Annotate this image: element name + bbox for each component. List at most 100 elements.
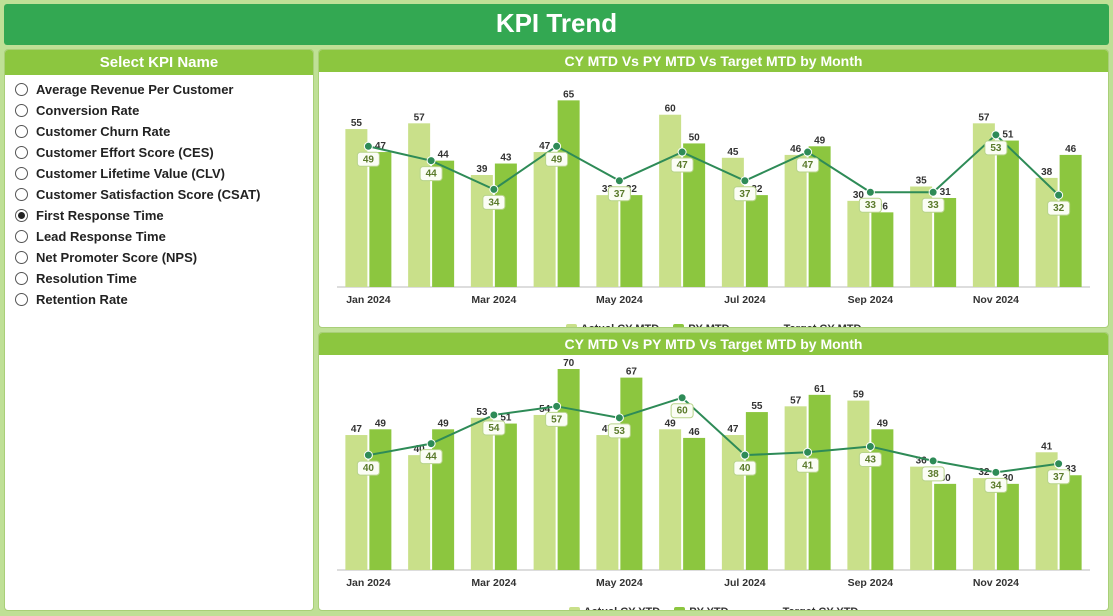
svg-text:47: 47: [802, 160, 814, 171]
kpi-item[interactable]: First Response Time: [15, 205, 303, 226]
svg-text:41: 41: [1041, 441, 1053, 452]
svg-text:41: 41: [802, 460, 814, 471]
svg-text:70: 70: [563, 358, 575, 369]
radio-icon: [15, 146, 28, 159]
legend-label: PY MTD: [688, 323, 729, 328]
svg-text:Jan 2024: Jan 2024: [346, 577, 391, 589]
svg-text:34: 34: [488, 197, 500, 208]
radio-icon: [15, 83, 28, 96]
kpi-item-label: Conversion Rate: [36, 103, 139, 118]
body-row: Select KPI Name Average Revenue Per Cust…: [4, 49, 1109, 611]
svg-text:57: 57: [551, 414, 563, 425]
svg-text:38: 38: [1041, 167, 1053, 178]
sidebar-title: Select KPI Name: [5, 50, 313, 75]
svg-text:44: 44: [426, 452, 438, 463]
svg-text:59: 59: [853, 390, 865, 401]
kpi-item-label: Customer Lifetime Value (CLV): [36, 166, 225, 181]
kpi-item[interactable]: Customer Lifetime Value (CLV): [15, 163, 303, 184]
svg-text:34: 34: [990, 480, 1002, 491]
legend-item: Target CY MTD: [744, 323, 862, 328]
svg-text:49: 49: [551, 154, 563, 165]
legend-item: Actual CY YTD: [569, 606, 661, 611]
kpi-item[interactable]: Conversion Rate: [15, 100, 303, 121]
svg-text:49: 49: [438, 418, 450, 429]
legend-swatch-icon: [673, 324, 684, 328]
kpi-item-label: Customer Churn Rate: [36, 124, 170, 139]
svg-text:47: 47: [727, 424, 739, 435]
svg-text:65: 65: [563, 89, 575, 100]
svg-text:40: 40: [363, 463, 375, 474]
svg-text:Nov 2024: Nov 2024: [973, 577, 1019, 589]
dashboard-root: KPI Trend Select KPI Name Average Revenu…: [0, 0, 1113, 616]
radio-icon: [15, 251, 28, 264]
svg-text:49: 49: [363, 154, 375, 165]
svg-text:33: 33: [928, 200, 940, 211]
radio-icon: [15, 167, 28, 180]
svg-text:53: 53: [476, 407, 488, 418]
chart-svg-ytd: 4749404953515470476749464755576159493630…: [319, 355, 1108, 606]
radio-icon: [15, 188, 28, 201]
legend-item: Target CY YTD: [743, 606, 859, 611]
svg-text:53: 53: [614, 426, 626, 437]
kpi-item[interactable]: Customer Effort Score (CES): [15, 142, 303, 163]
svg-text:May 2024: May 2024: [596, 577, 643, 589]
legend-swatch-icon: [566, 324, 577, 328]
page-title: KPI Trend: [4, 4, 1109, 45]
kpi-item[interactable]: Retention Rate: [15, 289, 303, 310]
kpi-item[interactable]: Net Promoter Score (NPS): [15, 247, 303, 268]
radio-icon: [15, 230, 28, 243]
svg-text:46: 46: [689, 427, 701, 438]
kpi-item[interactable]: Customer Satisfaction Score (CSAT): [15, 184, 303, 205]
svg-text:40: 40: [739, 463, 751, 474]
legend-label: PY YTD: [689, 606, 728, 611]
kpi-item[interactable]: Average Revenue Per Customer: [15, 79, 303, 100]
radio-icon: [15, 209, 28, 222]
kpi-item-label: First Response Time: [36, 208, 164, 223]
svg-text:31: 31: [940, 187, 952, 198]
svg-text:35: 35: [916, 176, 928, 187]
legend-label: Target CY YTD: [783, 606, 859, 611]
legend-label: Actual CY MTD: [581, 323, 660, 328]
legend-label: Actual CY YTD: [584, 606, 661, 611]
kpi-item[interactable]: Resolution Time: [15, 268, 303, 289]
svg-text:55: 55: [351, 118, 363, 129]
kpi-item-label: Customer Effort Score (CES): [36, 145, 214, 160]
svg-text:Sep 2024: Sep 2024: [848, 294, 894, 306]
legend-swatch-icon: [569, 607, 580, 611]
chart-svg-mtd: 5547574439434765323260504532464930263531…: [319, 72, 1108, 323]
svg-text:Mar 2024: Mar 2024: [471, 577, 516, 589]
svg-text:38: 38: [928, 469, 940, 480]
svg-text:57: 57: [978, 112, 990, 123]
legend-swatch-icon: [674, 607, 685, 611]
svg-text:55: 55: [751, 401, 763, 412]
legend-item: PY YTD: [674, 606, 728, 611]
legend-label: Target CY MTD: [784, 323, 862, 328]
svg-text:Mar 2024: Mar 2024: [471, 294, 516, 306]
svg-text:Jan 2024: Jan 2024: [346, 294, 391, 306]
kpi-item-label: Average Revenue Per Customer: [36, 82, 234, 97]
chart-legend-ytd: Actual CY YTD PY YTD Target CY YTD: [319, 606, 1108, 611]
svg-text:46: 46: [1065, 144, 1077, 155]
svg-text:47: 47: [539, 141, 551, 152]
svg-text:44: 44: [438, 150, 450, 161]
chart-legend-mtd: Actual CY MTD PY MTD Target CY MTD: [319, 323, 1108, 328]
kpi-item-label: Net Promoter Score (NPS): [36, 250, 197, 265]
sidebar: Select KPI Name Average Revenue Per Cust…: [4, 49, 314, 611]
radio-icon: [15, 104, 28, 117]
kpi-item[interactable]: Lead Response Time: [15, 226, 303, 247]
svg-text:37: 37: [1053, 472, 1065, 483]
svg-text:43: 43: [865, 455, 877, 466]
kpi-item[interactable]: Customer Churn Rate: [15, 121, 303, 142]
svg-text:47: 47: [351, 424, 363, 435]
svg-text:49: 49: [375, 418, 387, 429]
kpi-list: Average Revenue Per Customer Conversion R…: [5, 75, 313, 314]
radio-icon: [15, 272, 28, 285]
svg-text:51: 51: [1002, 130, 1014, 141]
chart-card-mtd: CY MTD Vs PY MTD Vs Target MTD by Month …: [318, 49, 1109, 328]
svg-text:49: 49: [877, 418, 889, 429]
chart-title-mtd: CY MTD Vs PY MTD Vs Target MTD by Month: [319, 50, 1108, 72]
svg-text:Sep 2024: Sep 2024: [848, 577, 894, 589]
svg-text:47: 47: [677, 160, 689, 171]
svg-text:May 2024: May 2024: [596, 294, 643, 306]
svg-text:33: 33: [865, 200, 877, 211]
